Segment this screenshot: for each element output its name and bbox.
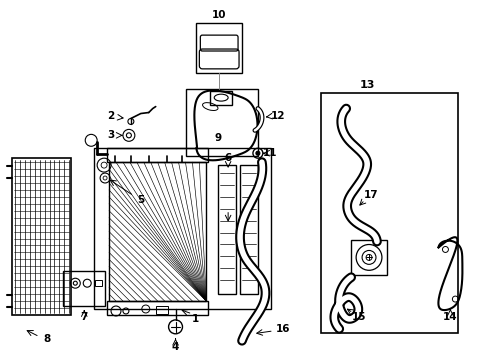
Bar — [186, 89, 257, 156]
Bar — [196, 23, 242, 73]
Text: 2: 2 — [107, 112, 114, 121]
Bar — [107, 148, 208, 162]
Bar — [63, 271, 105, 306]
Text: 13: 13 — [359, 80, 374, 90]
Text: 8: 8 — [43, 334, 50, 344]
Bar — [155, 306, 167, 314]
Text: 1: 1 — [191, 314, 199, 324]
Bar — [240, 165, 257, 294]
Circle shape — [255, 151, 259, 155]
Bar — [12, 158, 71, 315]
Text: 14: 14 — [442, 312, 457, 322]
Text: 11: 11 — [262, 148, 277, 158]
Text: 10: 10 — [211, 10, 226, 20]
Text: 7: 7 — [81, 312, 88, 322]
Bar — [321, 93, 457, 333]
Text: 17: 17 — [363, 190, 378, 200]
Bar — [107, 301, 208, 315]
Text: 16: 16 — [275, 324, 289, 334]
Bar — [95, 280, 102, 286]
Text: 12: 12 — [270, 111, 285, 121]
Text: 6: 6 — [224, 153, 231, 163]
Text: 15: 15 — [351, 312, 366, 322]
Bar — [218, 165, 236, 294]
Text: 5: 5 — [137, 195, 144, 205]
Bar — [350, 239, 386, 275]
Bar — [210, 91, 232, 105]
Text: 4: 4 — [171, 342, 179, 352]
Bar — [109, 162, 206, 301]
Text: 3: 3 — [107, 130, 114, 140]
Text: 9: 9 — [214, 133, 222, 143]
Bar — [94, 148, 270, 309]
